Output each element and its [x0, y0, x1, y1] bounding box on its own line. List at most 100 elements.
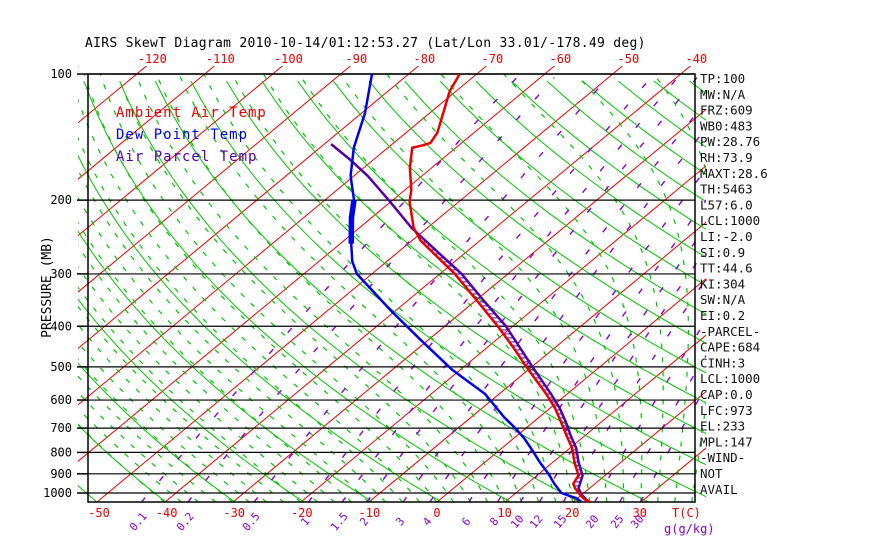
moist-adiabat: [386, 73, 625, 502]
moist-adiabat: [78, 196, 370, 502]
moist-adiabat: [135, 73, 489, 502]
dew-point-thick-segment: [348, 199, 357, 244]
dew-point-temp-curve: [349, 74, 583, 502]
legend-dew-point-temp: Dew Point Temp: [116, 127, 248, 143]
mixing-ratio-label: 1.5: [328, 510, 351, 534]
moist-adiabat: [78, 305, 285, 502]
stats-panel-line: SI:0.9: [700, 245, 745, 260]
moist-adiabat: [78, 286, 302, 502]
isotherm: [300, 165, 706, 502]
moist-adiabat: [78, 423, 166, 502]
top-temp-label: -70: [482, 52, 504, 66]
isotherm: [78, 66, 419, 350]
top-temp-label: -50: [618, 52, 640, 66]
dry-adiabat: [119, 80, 581, 502]
dry-adiabat: [83, 80, 512, 502]
air-parcel-temp-curve: [330, 143, 590, 502]
stats-panel-line: EL:233: [700, 419, 745, 434]
ambient-air-temp-curve: [408, 74, 591, 502]
stats-panel-line: EI:0.2: [700, 308, 745, 323]
moist-adiabat: [262, 73, 574, 502]
stats-panel-line: TP:100: [700, 71, 745, 86]
mixing-ratio-label: 12: [527, 512, 545, 531]
isotherm: [164, 66, 691, 502]
page-title: AIRS SkewT Diagram 2010-10-14/01:12:53.2…: [85, 36, 646, 51]
bottom-temp-label: 20: [565, 506, 579, 520]
stats-panel-line: PW:28.76: [700, 134, 760, 149]
stats-panel-line: MW:N/A: [700, 87, 746, 102]
bottom-temp-label: -40: [156, 506, 178, 520]
moist-adiabat: [78, 375, 217, 502]
stats-panel-line: L57:6.0: [700, 197, 753, 212]
stats-panel-line: AVAIL: [700, 482, 738, 497]
isotherm: [0, 66, 10, 502]
top-temp-label: -60: [550, 52, 572, 66]
isotherm: [640, 447, 706, 502]
mixing-ratio-line: [538, 248, 706, 502]
stats-panel-line: CINH:3: [700, 355, 745, 370]
mixing-ratio-line: [496, 199, 706, 502]
stats-panel: TP:100MW:N/AFRZ:609WB0:483PW:28.76RH:73.…: [700, 71, 768, 497]
bottom-temp-label: -50: [88, 506, 110, 520]
stats-panel-line: TT:44.6: [700, 261, 753, 276]
mixing-ratio-label: 6: [459, 515, 473, 528]
moist-adiabat: [78, 221, 353, 502]
stats-panel-line: SW:N/A: [700, 292, 746, 307]
dry-adiabat: [333, 80, 706, 374]
stats-panel-line: RH:73.9: [700, 150, 753, 165]
stats-panel-line: LCL:1000: [700, 213, 760, 228]
dry-adiabat: [0, 81, 28, 502]
pressure-tick-label: 800: [50, 445, 72, 459]
moist-adiabat: [78, 244, 336, 502]
stats-panel-line: LCL:1000: [700, 371, 760, 386]
mixing-ratio-line: [140, 77, 518, 502]
top-temp-label: -100: [274, 52, 303, 66]
moist-adiabat: [653, 73, 706, 502]
bottom-temp-label: -20: [291, 506, 313, 520]
dry-adiabat: [297, 80, 706, 404]
pressure-tick-label: 200: [50, 193, 72, 207]
moist-adiabat: [231, 73, 557, 502]
moist-adiabat: [298, 73, 591, 502]
stats-panel-line: FRZ:609: [700, 103, 753, 118]
pressure-tick-label: 700: [50, 421, 72, 435]
sounding-curves: [330, 74, 591, 502]
top-temp-label: -90: [346, 52, 368, 66]
stats-panel-line: LI:-2.0: [700, 229, 753, 244]
dry-adiabat: [78, 154, 443, 502]
mixing-ratio-label: 0.1: [127, 510, 150, 534]
dry-adiabat: [78, 424, 167, 502]
bottom-temp-label: 30: [633, 506, 647, 520]
mixing-ratio-line: [639, 385, 706, 502]
legend-air-parcel-temp: Air Parcel Temp: [116, 149, 257, 165]
stats-panel-line: -WIND-: [700, 450, 745, 465]
dry-adiabat: [226, 80, 706, 466]
top-temp-label: -110: [206, 52, 235, 66]
moist-adiabat: [78, 266, 319, 502]
moist-adiabat: [83, 73, 438, 502]
temp-axis-unit-label: T(C): [672, 506, 701, 520]
dry-adiabat: [261, 80, 706, 435]
stats-panel-line: TH:5463: [700, 182, 753, 197]
moist-adiabat: [339, 73, 608, 502]
isotherm: [78, 66, 487, 406]
stats-panel-line: WB0:483: [700, 118, 753, 133]
moist-adiabat: [440, 73, 643, 502]
isotherm: [368, 221, 706, 502]
pressure-tick-label: 600: [50, 393, 72, 407]
mixing-ratio-line: [468, 167, 706, 502]
pressure-tick-label: 100: [50, 67, 72, 81]
mixing-ratio-line: [402, 100, 706, 502]
isotherm: [504, 334, 706, 502]
isotherm-lines: [0, 66, 706, 502]
mixing-ratio-label: 3: [393, 515, 407, 528]
mixing-ratio-label: 25: [608, 512, 626, 531]
isotherm: [96, 66, 623, 502]
mixing-axis-unit-label: g(g/kg): [664, 522, 715, 536]
moist-adiabat: [78, 168, 387, 502]
dry-adiabat: [653, 80, 706, 121]
plot-border: [87, 73, 696, 503]
pressure-tick-label: 500: [50, 360, 72, 374]
